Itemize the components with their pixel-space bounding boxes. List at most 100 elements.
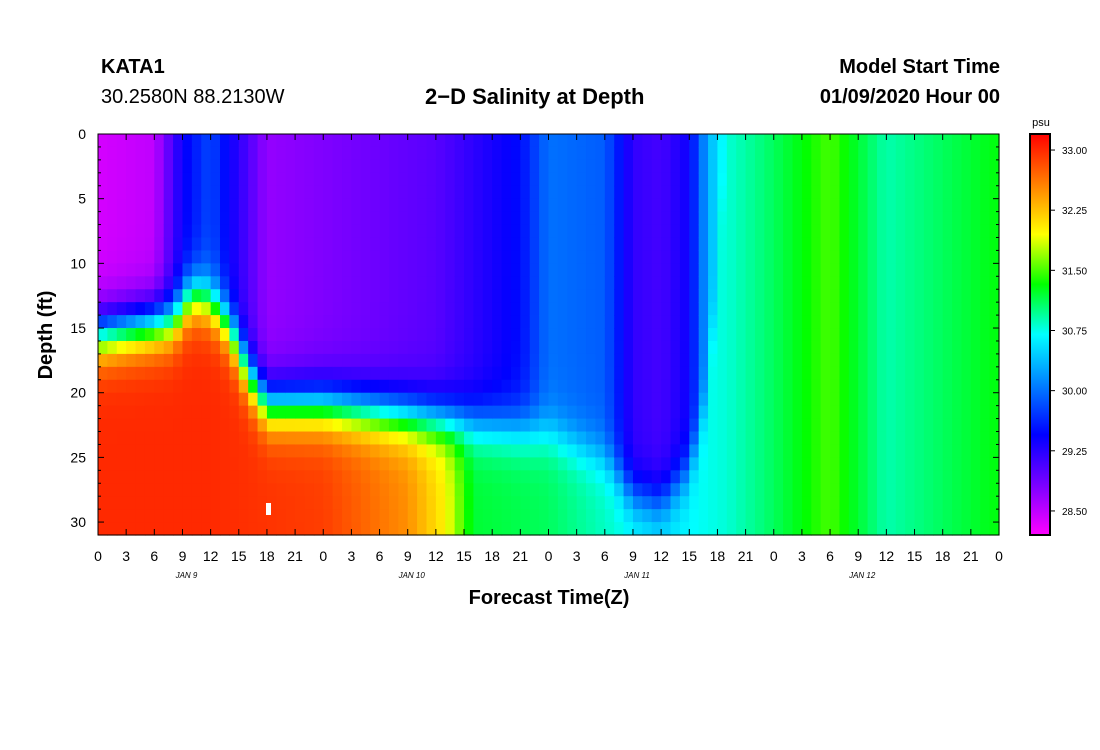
heatmap-cell xyxy=(304,263,315,277)
heatmap-cell xyxy=(623,172,634,187)
heatmap-cell xyxy=(557,276,568,290)
heatmap-cell xyxy=(342,340,353,355)
heatmap-cell xyxy=(313,276,324,290)
heatmap-cell xyxy=(952,302,963,316)
heatmap-cell xyxy=(248,379,259,394)
heatmap-cell xyxy=(905,328,916,342)
heatmap-cell xyxy=(595,366,606,381)
heatmap-cell xyxy=(820,250,831,264)
heatmap-cell xyxy=(501,405,512,420)
heatmap-cell xyxy=(126,379,137,394)
heatmap-cell xyxy=(604,379,615,394)
heatmap-cell xyxy=(379,392,390,407)
heatmap-cell xyxy=(163,431,174,446)
heatmap-cell xyxy=(895,134,906,148)
heatmap-cell xyxy=(764,263,775,277)
heatmap-cell xyxy=(698,522,709,536)
heatmap-cell xyxy=(848,366,859,381)
heatmap-cell xyxy=(313,224,324,239)
heatmap-cell xyxy=(276,237,287,252)
heatmap-cell xyxy=(576,444,587,458)
heatmap-cell xyxy=(313,444,324,458)
heatmap-cell xyxy=(905,470,916,484)
heatmap-cell xyxy=(754,353,765,368)
heatmap-cell xyxy=(642,159,653,174)
heatmap-cell xyxy=(801,250,812,264)
heatmap-cell xyxy=(285,185,296,200)
heatmap-cell xyxy=(736,224,747,239)
x-tick-label: 6 xyxy=(376,548,384,564)
heatmap-cell xyxy=(257,224,268,239)
heatmap-cell xyxy=(867,237,878,252)
heatmap-cell xyxy=(342,392,353,407)
heatmap-cell xyxy=(539,418,550,433)
heatmap-cell xyxy=(801,353,812,368)
heatmap-cell xyxy=(614,522,625,536)
heatmap-cell xyxy=(379,405,390,420)
heatmap-cell xyxy=(220,522,230,536)
heatmap-cell xyxy=(886,315,897,329)
heatmap-cell xyxy=(220,509,230,523)
heatmap-cell xyxy=(248,276,259,290)
heatmap-cell xyxy=(783,146,794,161)
heatmap-cell xyxy=(191,418,202,433)
heatmap-cell xyxy=(895,276,906,290)
heatmap-cell xyxy=(360,405,371,420)
heatmap-cell xyxy=(961,146,972,161)
heatmap-cell xyxy=(736,483,747,497)
heatmap-cell xyxy=(651,134,662,148)
heatmap-cell xyxy=(229,444,240,458)
heatmap-cell xyxy=(848,444,859,458)
heatmap-cell xyxy=(867,496,878,510)
heatmap-cell xyxy=(689,224,700,239)
heatmap-cell xyxy=(820,496,831,510)
heatmap-cell xyxy=(801,185,812,200)
heatmap-cell xyxy=(764,250,775,264)
heatmap-cell xyxy=(285,134,296,148)
heatmap-cell xyxy=(257,366,268,381)
heatmap-cell xyxy=(304,457,315,471)
heatmap-cell xyxy=(604,211,615,226)
heatmap-cell xyxy=(388,263,399,277)
heatmap-cell xyxy=(313,198,324,213)
heatmap-cell xyxy=(323,444,334,458)
heatmap-cell xyxy=(379,328,390,342)
heatmap-cell xyxy=(154,483,165,497)
heatmap-cell xyxy=(670,185,681,200)
heatmap-cell xyxy=(980,237,991,252)
heatmap-cell xyxy=(651,159,662,174)
heatmap-cell xyxy=(632,483,643,497)
heatmap-cell xyxy=(379,237,390,252)
heatmap-cell xyxy=(783,379,794,394)
heatmap-cell xyxy=(276,263,287,277)
heatmap-cell xyxy=(379,250,390,264)
heatmap-cell xyxy=(323,418,334,433)
heatmap-cell xyxy=(970,405,981,420)
heatmap-cell xyxy=(201,224,212,239)
heatmap-cell xyxy=(708,263,719,277)
heatmap-cell xyxy=(342,457,353,471)
heatmap-cell xyxy=(670,276,681,290)
heatmap-cell xyxy=(661,146,672,161)
heatmap-cell xyxy=(257,509,268,523)
heatmap-cell xyxy=(867,366,878,381)
heatmap-cell xyxy=(698,379,709,394)
heatmap-cell xyxy=(736,353,747,368)
heatmap-cell xyxy=(482,328,493,342)
heatmap-cell xyxy=(717,353,728,368)
heatmap-cell xyxy=(276,457,287,471)
heatmap-cell xyxy=(482,224,493,239)
heatmap-cell xyxy=(989,405,1000,420)
heatmap-cell xyxy=(614,224,625,239)
heatmap-cell xyxy=(933,457,944,471)
x-axis-label: Forecast Time(Z) xyxy=(469,587,630,609)
heatmap-cell xyxy=(858,340,869,355)
heatmap-cell xyxy=(163,418,174,433)
heatmap-cell xyxy=(895,263,906,277)
heatmap-cell xyxy=(679,237,690,252)
heatmap-cell xyxy=(210,185,221,200)
heatmap-cell xyxy=(858,302,869,316)
heatmap-cell xyxy=(830,353,841,368)
heatmap-cell xyxy=(839,185,850,200)
heatmap-cell xyxy=(126,392,137,407)
